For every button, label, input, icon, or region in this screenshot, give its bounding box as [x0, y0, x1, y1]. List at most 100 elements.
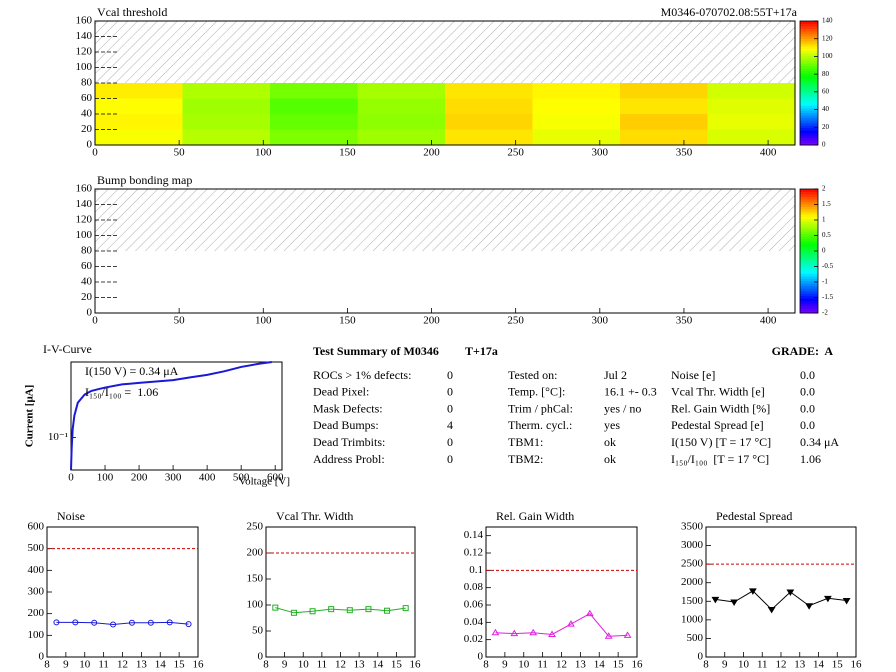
colorbar-step — [800, 288, 818, 292]
data-point — [510, 629, 519, 637]
colorbar-step — [800, 283, 818, 287]
x-tick-label: 100 — [255, 315, 272, 327]
data-line — [56, 621, 189, 626]
y-tick-label: 100 — [247, 599, 264, 611]
colorbar-step — [800, 191, 818, 195]
x-tick-label: 15 — [391, 659, 403, 671]
x-tick-label: 9 — [502, 659, 508, 671]
y-tick-label: 140 — [76, 198, 93, 210]
colorbar-frame — [799, 20, 819, 146]
summary-label: TBM1: — [508, 435, 543, 449]
y-tick-label: 3000 — [681, 539, 704, 551]
colorbar-tick-label: 0 — [822, 247, 826, 255]
summary-title: Test Summary of M0346 — [313, 344, 439, 358]
chart-title: Bump bonding map — [97, 173, 192, 187]
colorbar-tick-label: 0.5 — [822, 231, 831, 239]
y-tick-label: 80 — [81, 77, 93, 89]
y-tick-label: 1500 — [681, 595, 704, 607]
x-tick-label: 12 — [556, 659, 567, 671]
data-point — [53, 619, 60, 626]
y-tick-label: 500 — [687, 632, 704, 644]
colorbar-step — [800, 218, 818, 222]
colorbar-step — [800, 290, 818, 294]
data-point — [842, 598, 851, 605]
data-point — [529, 628, 538, 636]
summary-label: Address Probl: — [313, 452, 385, 466]
colorbar-tick-label: -0.5 — [822, 262, 834, 270]
colorbar-step — [800, 285, 818, 289]
colorbar-step — [800, 310, 818, 314]
y-tick-label: 150 — [247, 573, 264, 585]
x-tick-label: 10 — [79, 659, 91, 671]
colorbar-step — [800, 87, 818, 91]
heatmap-cell — [182, 114, 270, 130]
data-point — [491, 628, 500, 636]
chart-title: Vcal Thr. Width — [276, 509, 353, 523]
y-tick-label: 0.06 — [464, 599, 484, 611]
colorbar-step — [800, 92, 818, 96]
colorbar-tick-label: -1 — [822, 278, 828, 286]
heatmap-cell — [270, 129, 358, 145]
colorbar-step — [800, 258, 818, 262]
summary-label: Pedestal Spread [e] — [671, 418, 764, 432]
colorbar-step — [800, 196, 818, 200]
colorbar-step — [800, 78, 818, 82]
summary-label: Dead Trimbits: — [313, 435, 385, 449]
x-tick-label: 15 — [832, 659, 844, 671]
colorbar-step — [800, 97, 818, 101]
colorbar-tick-label: 80 — [822, 70, 830, 78]
colorbar-step — [800, 243, 818, 247]
colorbar-step — [800, 305, 818, 309]
data-point — [309, 608, 316, 615]
colorbar-step — [800, 40, 818, 44]
summary-value: yes — [604, 418, 620, 432]
colorbar-tick-label: 1 — [822, 216, 826, 224]
y-tick-label: 40 — [81, 276, 93, 288]
y-tick-label: 10⁻¹ — [48, 431, 68, 443]
x-axis-label: Voltage [V] — [239, 476, 290, 488]
data-point — [402, 605, 409, 612]
colorbar-step — [800, 263, 818, 267]
data-point — [384, 607, 391, 614]
colorbar-step — [800, 308, 818, 312]
summary-tag: T+17a — [465, 344, 498, 358]
chart-subtitle: M0346-070702.08:55T+17a — [661, 5, 798, 19]
x-tick-label: 50 — [174, 315, 186, 327]
y-tick-label: 200 — [247, 547, 264, 559]
y-tick-label: 0 — [478, 651, 484, 663]
x-tick-label: 9 — [63, 659, 69, 671]
x-tick-label: 9 — [282, 659, 288, 671]
data-point — [365, 606, 372, 613]
colorbar-step — [800, 273, 818, 277]
colorbar-tick-label: 60 — [822, 87, 830, 95]
colorbar-step — [800, 28, 818, 32]
data-point — [166, 619, 173, 626]
x-tick-label: 200 — [423, 147, 440, 159]
colorbar-tick-label: 2 — [822, 185, 826, 193]
colorbar-step — [800, 246, 818, 250]
summary-value: 16.1 +- 0.3 — [604, 385, 657, 399]
x-tick-label: 11 — [757, 659, 768, 671]
colorbar-step — [800, 110, 818, 114]
colorbar-step — [800, 125, 818, 129]
y-tick-label: 300 — [28, 586, 45, 598]
summary-grade: GRADE: A — [772, 344, 834, 358]
colorbar-step — [800, 213, 818, 217]
data-point — [805, 603, 814, 610]
heatmap-cell — [532, 129, 620, 145]
summary-value: 0.0 — [800, 385, 815, 399]
colorbar-step — [800, 142, 818, 146]
y-tick-label: 0 — [39, 651, 45, 663]
colorbar-step — [800, 221, 818, 225]
x-tick-label: 250 — [507, 147, 524, 159]
x-tick-label: 14 — [155, 659, 167, 671]
colorbar-step — [800, 132, 818, 136]
x-tick-label: 11 — [317, 659, 328, 671]
summary-label: Dead Pixel: — [313, 385, 369, 399]
summary-label: TBM2: — [508, 452, 543, 466]
colorbar-step — [800, 58, 818, 62]
colorbar-step — [800, 208, 818, 212]
y-tick-label: 2500 — [681, 558, 704, 570]
x-tick-label: 11 — [537, 659, 548, 671]
